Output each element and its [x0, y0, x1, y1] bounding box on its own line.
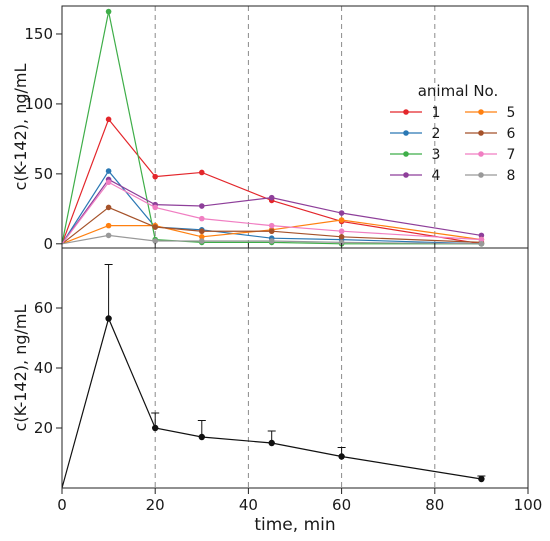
- series-1-point-3: [199, 169, 205, 176]
- bottom-ytick-label-20: 20: [34, 419, 53, 437]
- top-ytick-label-100: 100: [24, 95, 53, 113]
- top-ytick-label-150: 150: [24, 25, 53, 43]
- top-y-axis-title: c(K-142), ng/mL: [11, 64, 30, 191]
- legend-marker-1: [403, 109, 409, 115]
- legend-label-3: 3: [432, 147, 441, 163]
- series-3-line: [61, 11, 482, 245]
- series-4-point-6: [478, 232, 485, 239]
- legend-label-4: 4: [432, 168, 441, 184]
- x-axis-title: time, min: [254, 515, 335, 535]
- bottom-panel: 20 40 60 0 20 40 60 80 100 c(K-142), ng/mL time, m…: [11, 247, 543, 535]
- bottom-panel-frame: [61, 247, 529, 489]
- series-1-point-2: [152, 173, 158, 180]
- series-4-point-3: [199, 203, 205, 209]
- xtick-label-40: 40: [239, 496, 258, 514]
- series-7-point-5: [338, 228, 345, 235]
- legend-label-5: 5: [507, 105, 516, 121]
- series-7-point-1: [105, 179, 112, 186]
- series-6-point-3: [199, 228, 205, 235]
- xtick-label-80: 80: [425, 496, 444, 514]
- legend-marker-6: [478, 130, 484, 136]
- bottom-ytick-label-40: 40: [34, 359, 53, 377]
- legend-marker-2: [403, 130, 409, 136]
- mean-point-5: [338, 453, 345, 460]
- series-4-point-4: [268, 194, 275, 201]
- series-7-point-4: [268, 222, 275, 229]
- legend-marker-3: [403, 151, 409, 157]
- series-8-point-4: [268, 238, 275, 244]
- legend-marker-4: [403, 172, 409, 178]
- series-3-point-1: [105, 8, 112, 15]
- series-5-point-3: [199, 234, 205, 240]
- mean-point-6: [478, 475, 485, 483]
- series-2-point-1: [105, 168, 112, 174]
- series-4-point-5: [338, 210, 345, 216]
- series-7-point-6: [478, 236, 485, 243]
- series-7-line: [61, 181, 482, 245]
- mean-point-4: [268, 439, 275, 447]
- series-6-point-4: [268, 228, 275, 235]
- series-1-point-1: [105, 116, 112, 123]
- mean-point-3: [198, 433, 205, 441]
- legend-marker-8: [478, 172, 484, 178]
- xtick-label-20: 20: [146, 496, 165, 514]
- series-8-point-5: [338, 239, 345, 246]
- series-6-point-1: [105, 204, 112, 211]
- mean-line: [61, 316, 482, 489]
- top-ytick-label-50: 50: [34, 165, 53, 183]
- series-8-point-6: [478, 241, 485, 247]
- series-8-point-3: [199, 238, 205, 244]
- xtick-label-100: 100: [514, 496, 543, 514]
- series-7-point-2: [152, 204, 158, 211]
- legend-label-1: 1: [432, 105, 441, 121]
- legend-marker-7: [478, 151, 484, 157]
- series-5-point-5: [338, 217, 345, 223]
- series-8-point-1: [105, 232, 112, 239]
- legend-label-6: 6: [507, 126, 516, 142]
- bottom-y-axis-title: c(K-142), ng/mL: [11, 305, 30, 432]
- legend-label-8: 8: [507, 168, 516, 184]
- series-6-point-2: [152, 224, 158, 230]
- series-7-point-3: [199, 215, 205, 222]
- series-8-point-2: [152, 238, 158, 244]
- legend-marker-5: [478, 109, 484, 115]
- mean-point-2: [152, 424, 159, 432]
- top-ytick-label-0: 0: [43, 235, 53, 253]
- bottom-ytick-label-60: 60: [34, 299, 53, 317]
- top-panel: 0 50 100 150 c(K-142), ng/mL animal No. 1 2 3 4 5 6…: [11, 5, 529, 253]
- xtick-label-60: 60: [332, 496, 351, 514]
- legend-label-7: 7: [507, 147, 516, 163]
- legend-label-2: 2: [432, 126, 441, 142]
- series-6-point-5: [338, 234, 345, 240]
- xtick-label-0: 0: [57, 496, 67, 514]
- legend-title: animal No.: [418, 82, 499, 100]
- mean-point-1: [105, 315, 112, 322]
- series-5-point-1: [105, 222, 112, 229]
